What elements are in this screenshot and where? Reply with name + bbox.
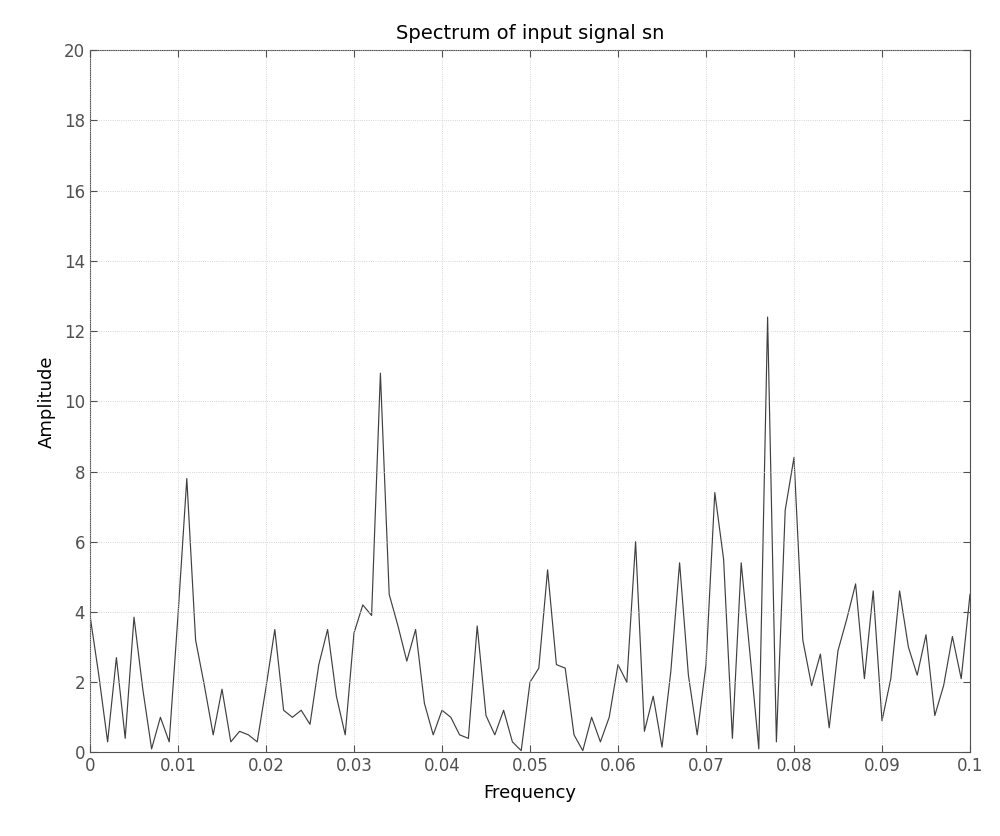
Title: Spectrum of input signal sn: Spectrum of input signal sn [396, 24, 664, 43]
X-axis label: Frequency: Frequency [484, 783, 576, 802]
Y-axis label: Amplitude: Amplitude [38, 355, 56, 447]
